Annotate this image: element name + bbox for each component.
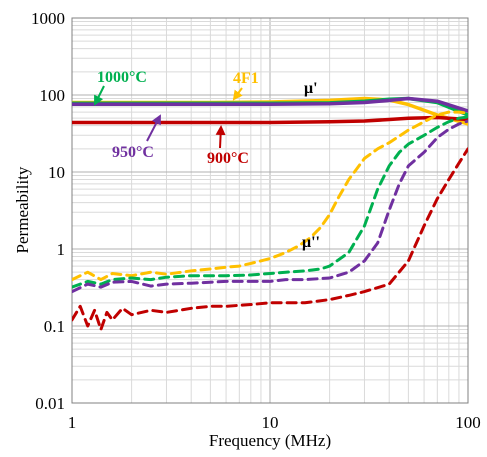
y-axis-label: Permeability [13, 166, 32, 253]
series-line-1000c-mu-double-prime [72, 115, 468, 289]
y-tick-label: 10 [48, 163, 65, 182]
series-line-900c-mu-prime [72, 115, 468, 125]
y-tick-label: 1000 [31, 9, 65, 28]
y-tick-label: 0.1 [44, 317, 65, 336]
series-line-950c-mu-prime [72, 96, 468, 113]
annotation-mu-prime: μ' [304, 80, 318, 97]
series-group [72, 96, 468, 331]
x-tick-label: 100 [455, 413, 481, 432]
arrow-4f1 [232, 87, 243, 101]
x-axis-label: Frequency (MHz) [209, 431, 331, 450]
y-tick-label: 1 [57, 240, 66, 259]
series-line-950c-mu-double-prime [72, 119, 468, 294]
annotations: 4F1 1000°C 950°C 900°C μ' μ'' [94, 69, 320, 251]
annotation-900c: 900°C [207, 150, 249, 167]
series-line-4f1-mu-double-prime [72, 110, 468, 282]
y-tick-label: 0.01 [35, 394, 65, 413]
arrow-1000c [94, 85, 105, 106]
x-tick-label: 10 [262, 413, 279, 432]
plot-area [71, 17, 469, 404]
arrow-950c [146, 114, 161, 142]
x-tick-label: 1 [68, 413, 77, 432]
series-line-900c-mu-double-prime [72, 147, 468, 331]
arrow-900c [215, 125, 226, 149]
grid [72, 18, 468, 403]
annotation-mu-double-prime: μ'' [302, 234, 320, 251]
annotation-4f1: 4F1 [233, 70, 259, 87]
annotation-1000c: 1000°C [97, 69, 147, 86]
y-tick-label: 100 [40, 86, 66, 105]
annotation-950c: 950°C [112, 144, 154, 161]
tick-labels: 1 10 100 0.01 0.1 1 10 100 1000 [31, 9, 481, 432]
